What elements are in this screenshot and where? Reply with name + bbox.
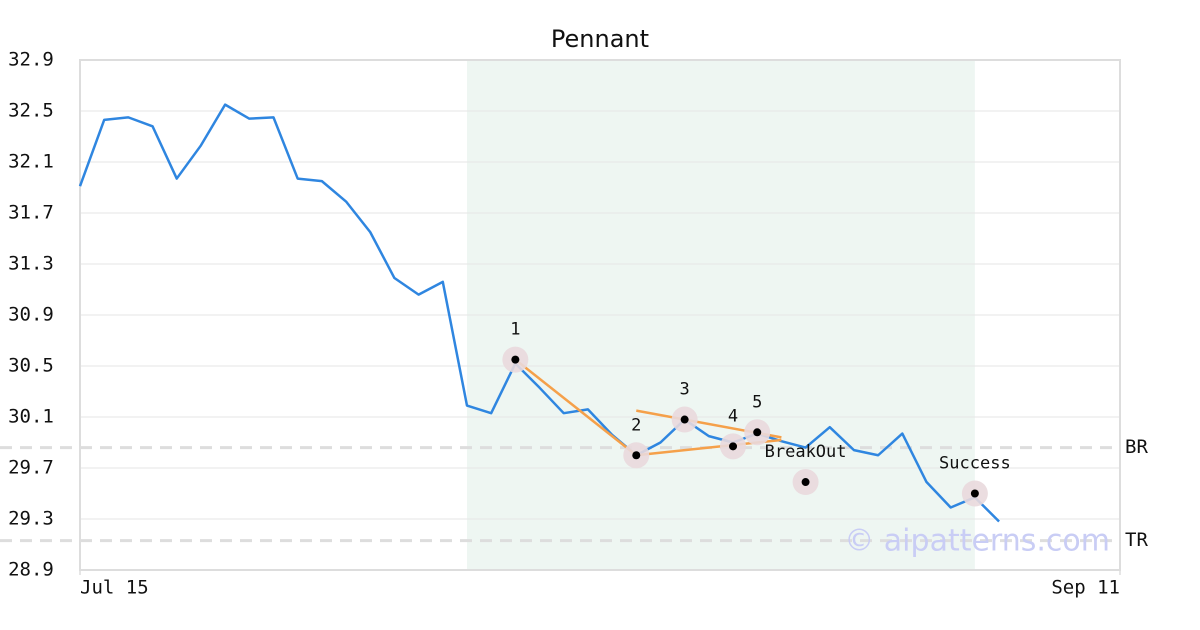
y-tick-label: 30.9	[8, 304, 54, 326]
pattern-label: BreakOut	[765, 442, 847, 462]
x-tick-label: Jul 15	[80, 577, 149, 599]
trendline	[514, 358, 638, 457]
pattern-point	[680, 415, 689, 424]
y-tick-label: 28.9	[8, 559, 54, 581]
y-tick-label: 32.9	[8, 49, 54, 71]
price-line	[78, 103, 1000, 523]
y-tick-label: 29.3	[8, 508, 54, 530]
level-label: BR	[1125, 436, 1148, 458]
pattern-label: 2	[631, 415, 641, 435]
y-tick-label: 31.7	[8, 202, 54, 224]
y-tick-label: 32.5	[8, 100, 54, 122]
plot-frame	[79, 59, 1121, 571]
pattern-label: 1	[510, 320, 520, 340]
pattern-label: 3	[680, 380, 690, 400]
y-tick-label: 31.3	[8, 253, 54, 275]
pattern-point	[632, 451, 641, 460]
chart-title: Pennant	[551, 25, 649, 53]
watermark: © aipatterns.com	[844, 524, 1110, 559]
pattern-point	[801, 478, 810, 487]
y-tick-label: 29.7	[8, 457, 54, 479]
pattern-point	[970, 489, 979, 498]
pattern-label: Success	[939, 454, 1011, 474]
level-label: TR	[1125, 529, 1148, 551]
pattern-label: 5	[752, 392, 762, 412]
pattern-point	[753, 428, 762, 437]
y-tick-label: 32.1	[8, 151, 54, 173]
pattern-point	[511, 355, 520, 364]
pattern-point	[729, 442, 738, 451]
x-tick-label: Sep 11	[1051, 577, 1120, 599]
pattern-label: 4	[728, 406, 738, 426]
y-tick-label: 30.1	[8, 406, 54, 428]
y-tick-label: 30.5	[8, 355, 54, 377]
